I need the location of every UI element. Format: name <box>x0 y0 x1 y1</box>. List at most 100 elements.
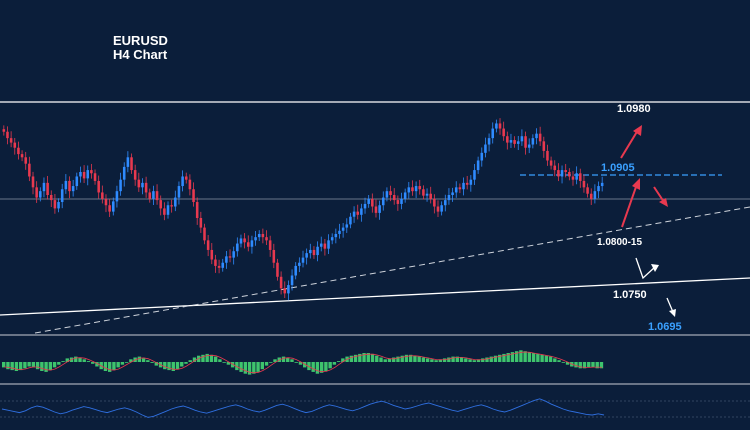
candle-body <box>64 180 68 190</box>
candle-body <box>305 253 308 258</box>
candle-body <box>93 173 97 181</box>
macd-bar <box>553 358 557 362</box>
candle-body <box>115 191 119 202</box>
candle-body <box>429 193 432 199</box>
candle-body <box>491 128 494 139</box>
macd-bar <box>315 362 320 374</box>
candle-body <box>560 170 564 177</box>
candle-body <box>166 205 170 215</box>
candle-body <box>148 192 152 199</box>
candle-body <box>473 170 476 180</box>
macd-bar <box>383 359 387 362</box>
macd-bar <box>472 360 476 362</box>
macd-bar <box>370 353 375 362</box>
macd-bar <box>582 362 587 369</box>
macd-bar <box>86 361 91 362</box>
candle-body <box>513 140 516 144</box>
candle-body <box>298 262 301 266</box>
candle-body <box>9 138 13 143</box>
macd-bar <box>358 353 362 362</box>
macd-bar <box>599 362 604 369</box>
macd-bar <box>163 362 167 370</box>
candle-body <box>60 189 64 203</box>
candle-body <box>407 187 411 193</box>
candle-body <box>228 256 232 258</box>
macd-bar <box>281 356 286 362</box>
rsi-indicator <box>1 398 605 418</box>
macd-bar <box>27 362 31 367</box>
candle-body <box>276 262 279 277</box>
candle-body <box>557 170 560 177</box>
macd-bar <box>523 351 527 362</box>
candle-body <box>411 187 414 192</box>
macd-bar <box>213 356 218 362</box>
macd-bar <box>57 362 61 365</box>
candle-body <box>593 191 597 199</box>
macd-bar <box>417 356 421 362</box>
macd-bar <box>489 356 493 362</box>
macd-bar <box>137 356 142 362</box>
level-label-1-0750: 1.0750 <box>613 289 647 301</box>
candle-body <box>385 191 389 198</box>
candle-body <box>480 152 484 161</box>
candle-body <box>356 211 360 215</box>
macd-bar <box>527 352 532 362</box>
candle-body <box>239 238 243 244</box>
macd-bar <box>286 357 290 362</box>
macd-bar <box>226 362 231 365</box>
up-arrow-to-1-0980 <box>620 129 639 159</box>
macd-bar <box>124 362 129 363</box>
macd-bar <box>171 362 175 371</box>
candle-body <box>225 256 228 263</box>
macd-bar <box>307 362 311 371</box>
candle-body <box>184 176 188 180</box>
macd-bar <box>396 356 400 362</box>
macd-bar <box>188 360 192 362</box>
candle-body <box>2 129 6 132</box>
candle-body <box>192 189 195 203</box>
macd-bar <box>184 362 188 364</box>
chart-subtitle: H4 Chart <box>113 47 168 62</box>
macd-bar <box>341 358 345 362</box>
macd-bar <box>591 362 595 368</box>
macd-bar <box>52 362 57 368</box>
macd-bar <box>510 352 515 362</box>
macd-bar <box>294 362 298 363</box>
candle-body <box>371 198 374 207</box>
candle-body <box>378 205 381 213</box>
macd-bar <box>540 354 544 362</box>
macd-bar <box>544 355 549 362</box>
macd-bar <box>319 362 324 373</box>
candle-body <box>538 133 542 142</box>
rsi-line <box>1 398 605 418</box>
macd-bar <box>150 362 154 363</box>
macd-histogram <box>2 350 604 375</box>
candle-body <box>495 123 498 129</box>
candle-body <box>71 186 75 192</box>
macd-bar <box>65 358 69 362</box>
macd-bar <box>23 362 27 369</box>
candle-body <box>31 176 35 188</box>
down-arrow-from-1-0905 <box>653 186 665 203</box>
macd-bar <box>167 362 171 371</box>
macd-bar <box>366 353 370 362</box>
macd-bar <box>91 362 95 364</box>
candle-body <box>210 249 214 260</box>
candle-body <box>217 265 221 268</box>
candle-body <box>509 140 513 143</box>
macd-bar <box>112 362 116 371</box>
candle-body <box>352 211 356 217</box>
candle-body <box>586 187 589 194</box>
candles-group <box>2 118 604 301</box>
candle-body <box>327 240 330 249</box>
macd-bar <box>201 354 205 362</box>
macd-bar <box>413 355 417 362</box>
macd-bar <box>481 358 485 362</box>
macd-bar <box>447 357 451 362</box>
candle-body <box>568 172 571 177</box>
candle-body <box>122 166 126 180</box>
macd-bar <box>498 354 502 362</box>
candle-body <box>458 187 462 190</box>
candle-body <box>257 233 261 238</box>
